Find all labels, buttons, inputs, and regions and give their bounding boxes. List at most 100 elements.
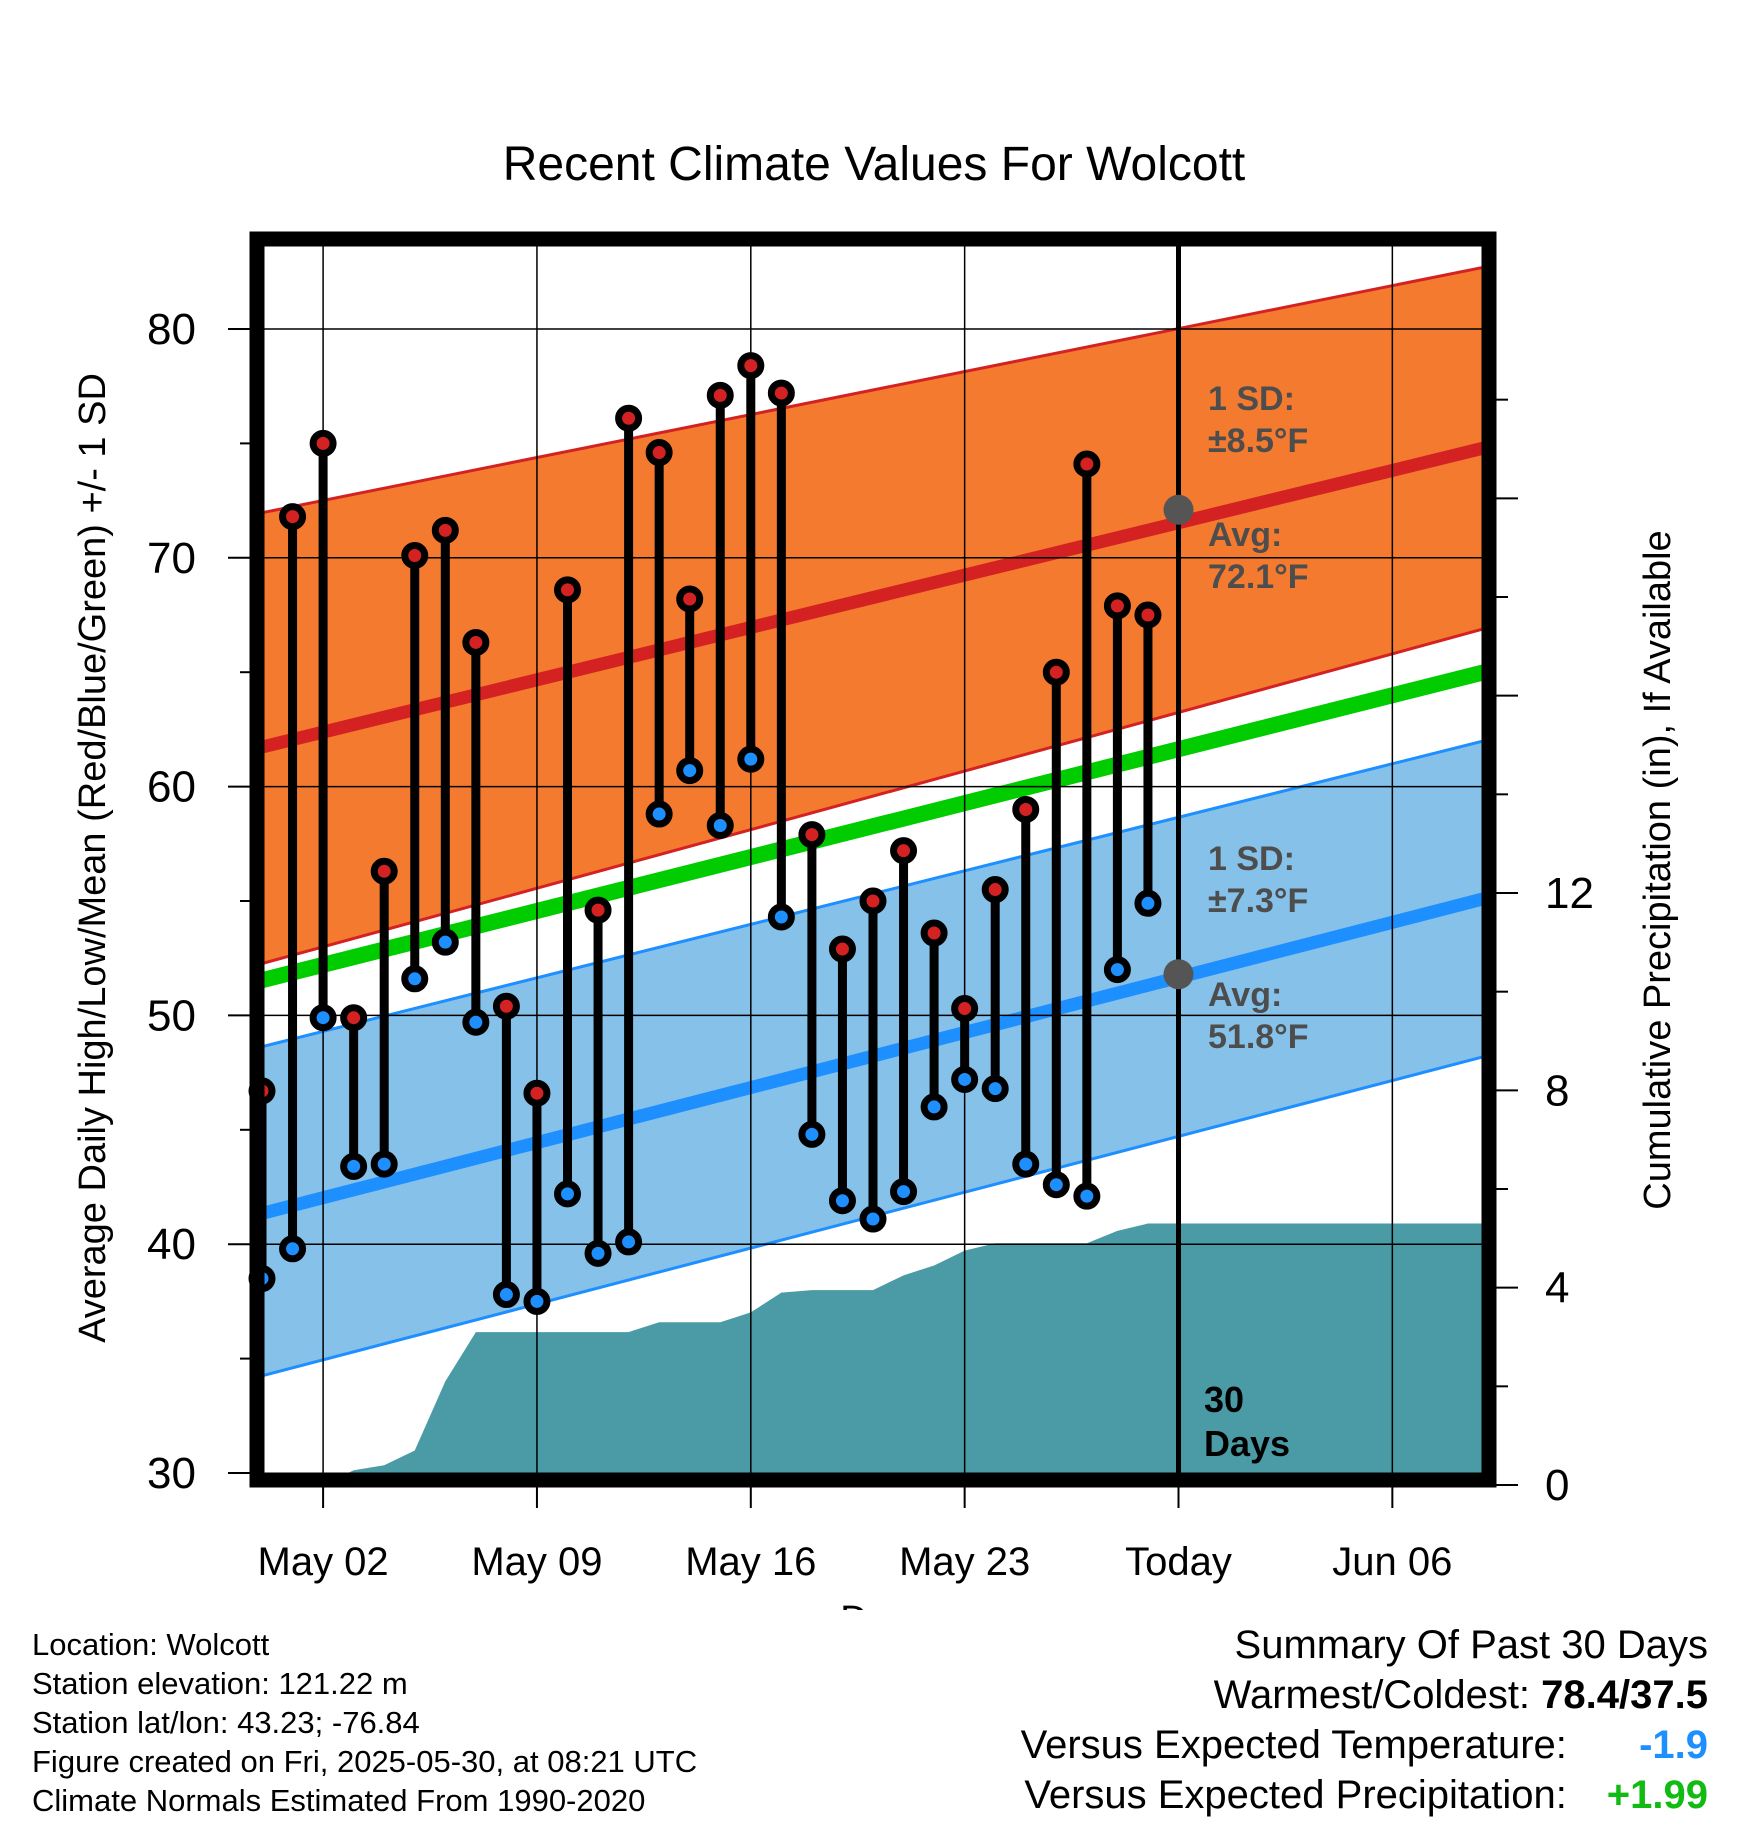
daily-high-point (584, 896, 612, 924)
daily-high-point (340, 1004, 368, 1032)
y-tick-label: 70 (147, 534, 196, 583)
summary-title: Summary Of Past 30 Days (1234, 1623, 1708, 1667)
daily-high-point (1073, 450, 1101, 478)
x-tick-label: May 02 (258, 1540, 389, 1584)
low-avg-label: Avg: (1208, 976, 1282, 1014)
x-tick-label: May 16 (685, 1540, 816, 1584)
precip-anomaly-value: +1.99 (1606, 1773, 1708, 1817)
daily-high-point (1042, 658, 1070, 686)
chart-title: Recent Climate Values For Wolcott (503, 138, 1246, 191)
plot-area: 1 SD: ±8.5°F Avg: 72.1°F 1 SD: ±7.3°F Avg: 51.8… (147, 231, 1594, 1584)
daily-high-point (859, 887, 887, 915)
daily-low-point (1042, 1171, 1070, 1199)
daily-high-point (890, 837, 918, 865)
climate-chart: Recent Climate Values For Wolcott 1 SD: ±… (72, 138, 1679, 1610)
daily-low-point (1134, 889, 1162, 917)
warmest-coldest-row: Warmest/Coldest: 78.4/37.5 (1021, 1670, 1708, 1720)
daily-high-point (1103, 592, 1131, 620)
y2-tick-label: 0 (1545, 1461, 1569, 1510)
normals-text: Climate Normals Estimated From 1990-2020 (32, 1783, 646, 1818)
high-sd-band-lower-edge (262, 627, 1484, 966)
days-count: 30 (1204, 1379, 1244, 1420)
daily-low-point (859, 1205, 887, 1233)
daily-low-point (370, 1150, 398, 1178)
daily-low-point (1012, 1150, 1040, 1178)
daily-low-point (523, 1287, 551, 1315)
temp-anomaly-label: Versus Expected Temperature: (1020, 1723, 1567, 1767)
warmest-coldest-value: 78.4/37.5 (1541, 1673, 1708, 1717)
daily-high-point (523, 1079, 551, 1107)
daily-low-point (676, 757, 704, 785)
daily-low-point (645, 800, 673, 828)
x-tick-label: May 23 (899, 1540, 1030, 1584)
y-tick-label: 50 (147, 991, 196, 1040)
daily-low-point (737, 745, 765, 773)
daily-high-point (431, 516, 459, 544)
daily-high-point (676, 585, 704, 613)
high-sd-value: ±8.5°F (1208, 422, 1308, 460)
daily-high-point (1012, 795, 1040, 823)
low-sd-band-lower-edge (262, 1055, 1484, 1378)
daily-high-point (981, 876, 1009, 904)
daily-high-point (951, 995, 979, 1023)
precip-anomaly-label: Versus Expected Precipitation: (1024, 1773, 1567, 1817)
daily-high-point (309, 429, 337, 457)
x-tick-label: Today (1125, 1540, 1232, 1584)
low-avg-value: 51.8°F (1208, 1018, 1309, 1056)
x-tick-label: May 09 (471, 1540, 602, 1584)
y-tick-label: 60 (147, 763, 196, 812)
daily-high-point (737, 352, 765, 380)
daily-low-point (554, 1180, 581, 1208)
elevation-text: Station elevation: 121.22 m (32, 1666, 408, 1701)
daily-low-point (951, 1065, 979, 1093)
daily-high-point (645, 439, 673, 467)
low-sd-label: 1 SD: (1208, 840, 1295, 878)
daily-high-point (370, 857, 398, 885)
precipitation-area (343, 1223, 1484, 1475)
daily-high-point (554, 576, 581, 604)
low-average-marker (1163, 959, 1194, 990)
warmest-coldest-label: Warmest/Coldest: (1213, 1673, 1531, 1717)
daily-low-point (492, 1281, 520, 1309)
station-info: Location: Wolcott Station elevation: 121… (32, 1625, 697, 1820)
precip-anomaly-row: Versus Expected Precipitation: +1.99 (1021, 1770, 1708, 1820)
daily-high-point (492, 992, 520, 1020)
high-avg-value: 72.1°F (1208, 558, 1309, 596)
daily-low-point (279, 1235, 307, 1263)
high-average-marker (1163, 494, 1194, 525)
y-axis-label: Average Daily High/Low/Mean (Red/Blue/Gr… (72, 373, 114, 1343)
plot-frame (249, 231, 1497, 1488)
daily-high-point (798, 821, 826, 849)
daily-low-point (828, 1187, 856, 1215)
low-sd-band-upper-edge (262, 739, 1484, 1049)
daily-low-point (706, 811, 734, 839)
daily-low-point (401, 965, 429, 993)
daily-low-point (615, 1228, 643, 1256)
daily-high-point (767, 379, 795, 407)
days-label: Days (1204, 1423, 1290, 1464)
daily-low-point (798, 1120, 826, 1148)
daily-high-point (828, 935, 856, 963)
y2-tick-label: 12 (1545, 869, 1594, 918)
high-sd-band-upper-edge (262, 265, 1484, 515)
daily-low-point (920, 1093, 948, 1121)
normal-low-line (262, 892, 1484, 1221)
daily-low-point (431, 928, 459, 956)
daily-low-point (1073, 1182, 1101, 1210)
daily-low-point (309, 1004, 337, 1032)
daily-low-point (584, 1239, 612, 1267)
normal-high-line (262, 441, 1484, 754)
y-tick-label: 30 (147, 1449, 196, 1498)
y2-axis-label: Cumulative Precipitation (in), If Availa… (1637, 530, 1679, 1209)
x-tick-label: Jun 06 (1332, 1540, 1452, 1584)
summary-panel: Summary Of Past 30 Days Warmest/Coldest:… (1021, 1620, 1708, 1820)
temp-anomaly-value: -1.9 (1639, 1723, 1708, 1767)
latlon-text: Station lat/lon: 43.23; -76.84 (32, 1705, 420, 1740)
daily-low-point (462, 1008, 490, 1036)
created-text: Figure created on Fri, 2025-05-30, at 08… (32, 1744, 698, 1779)
location-text: Location: Wolcott (32, 1627, 270, 1662)
y2-tick-label: 8 (1545, 1066, 1569, 1115)
y2-tick-label: 4 (1545, 1264, 1569, 1313)
daily-high-point (1134, 601, 1162, 629)
daily-high-point (920, 919, 948, 947)
